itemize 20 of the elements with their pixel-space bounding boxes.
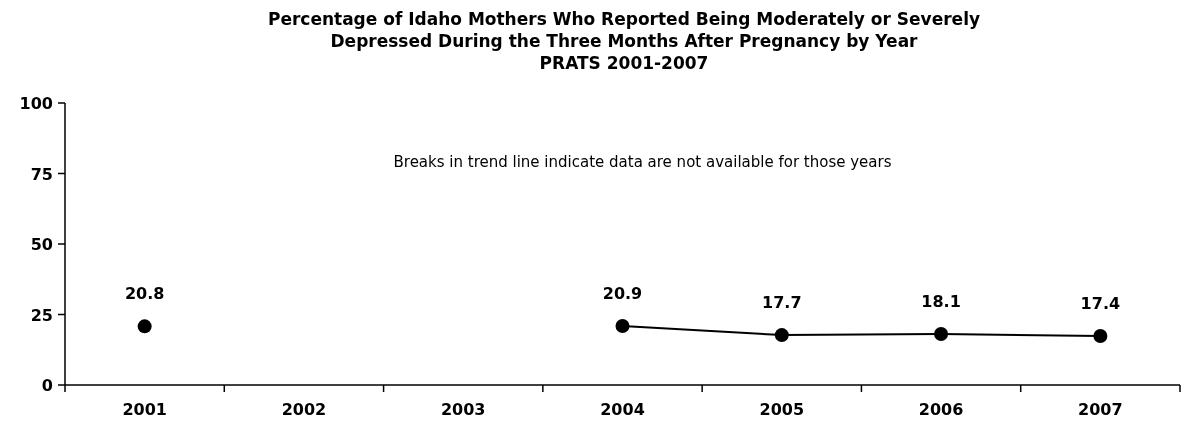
chart-title: Percentage of Idaho Mothers Who Reported Being Moderately or Severely Depressed During the Three Months After Pregnancy by Year: [267, 9, 981, 51]
data-label: 17.4: [1080, 293, 1121, 313]
y-tick-label: 0: [41, 376, 53, 395]
x-tick-label: 2004: [600, 400, 645, 419]
y-tick-label: 100: [19, 94, 53, 113]
y-tick-label: 25: [30, 305, 53, 325]
x-tick-label: 2003: [440, 400, 486, 419]
y-tick-label: 75: [30, 164, 53, 184]
data-label: 20.9: [602, 284, 643, 304]
data-label: 20.8: [124, 284, 165, 304]
x-tick-label: 2006: [918, 400, 964, 419]
x-tick-label: 2001: [122, 400, 167, 419]
x-tick-label: 2002: [281, 400, 327, 419]
data-label: 17.7: [762, 293, 802, 313]
chart-subtitle: PRATS 2001-2007: [539, 53, 709, 73]
x-tick-label: 2005: [759, 400, 805, 419]
annotation: Breaks in trend line indicate data are not available for those years: [393, 153, 892, 171]
x-tick-label: 2007: [1078, 400, 1123, 419]
y-tick-label: 50: [30, 235, 53, 254]
data-label: 18.1: [921, 291, 961, 311]
